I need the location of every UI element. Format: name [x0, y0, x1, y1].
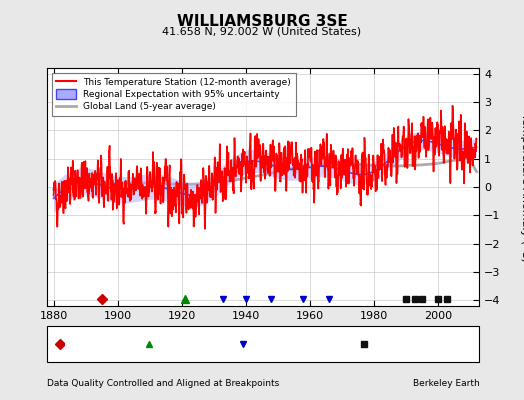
Text: WILLIAMSBURG 3SE: WILLIAMSBURG 3SE: [177, 14, 347, 29]
Text: Station Move: Station Move: [67, 340, 126, 348]
Text: Data Quality Controlled and Aligned at Breakpoints: Data Quality Controlled and Aligned at B…: [47, 379, 279, 388]
Text: 41.658 N, 92.002 W (United States): 41.658 N, 92.002 W (United States): [162, 26, 362, 36]
Y-axis label: Temperature Anomaly (°C): Temperature Anomaly (°C): [520, 113, 524, 261]
Text: Berkeley Earth: Berkeley Earth: [413, 379, 479, 388]
Legend: This Temperature Station (12-month average), Regional Expectation with 95% uncer: This Temperature Station (12-month avera…: [52, 72, 296, 116]
Text: Empirical Break: Empirical Break: [370, 340, 442, 348]
Text: Record Gap: Record Gap: [156, 340, 208, 348]
Text: Time of Obs. Change: Time of Obs. Change: [250, 340, 344, 348]
